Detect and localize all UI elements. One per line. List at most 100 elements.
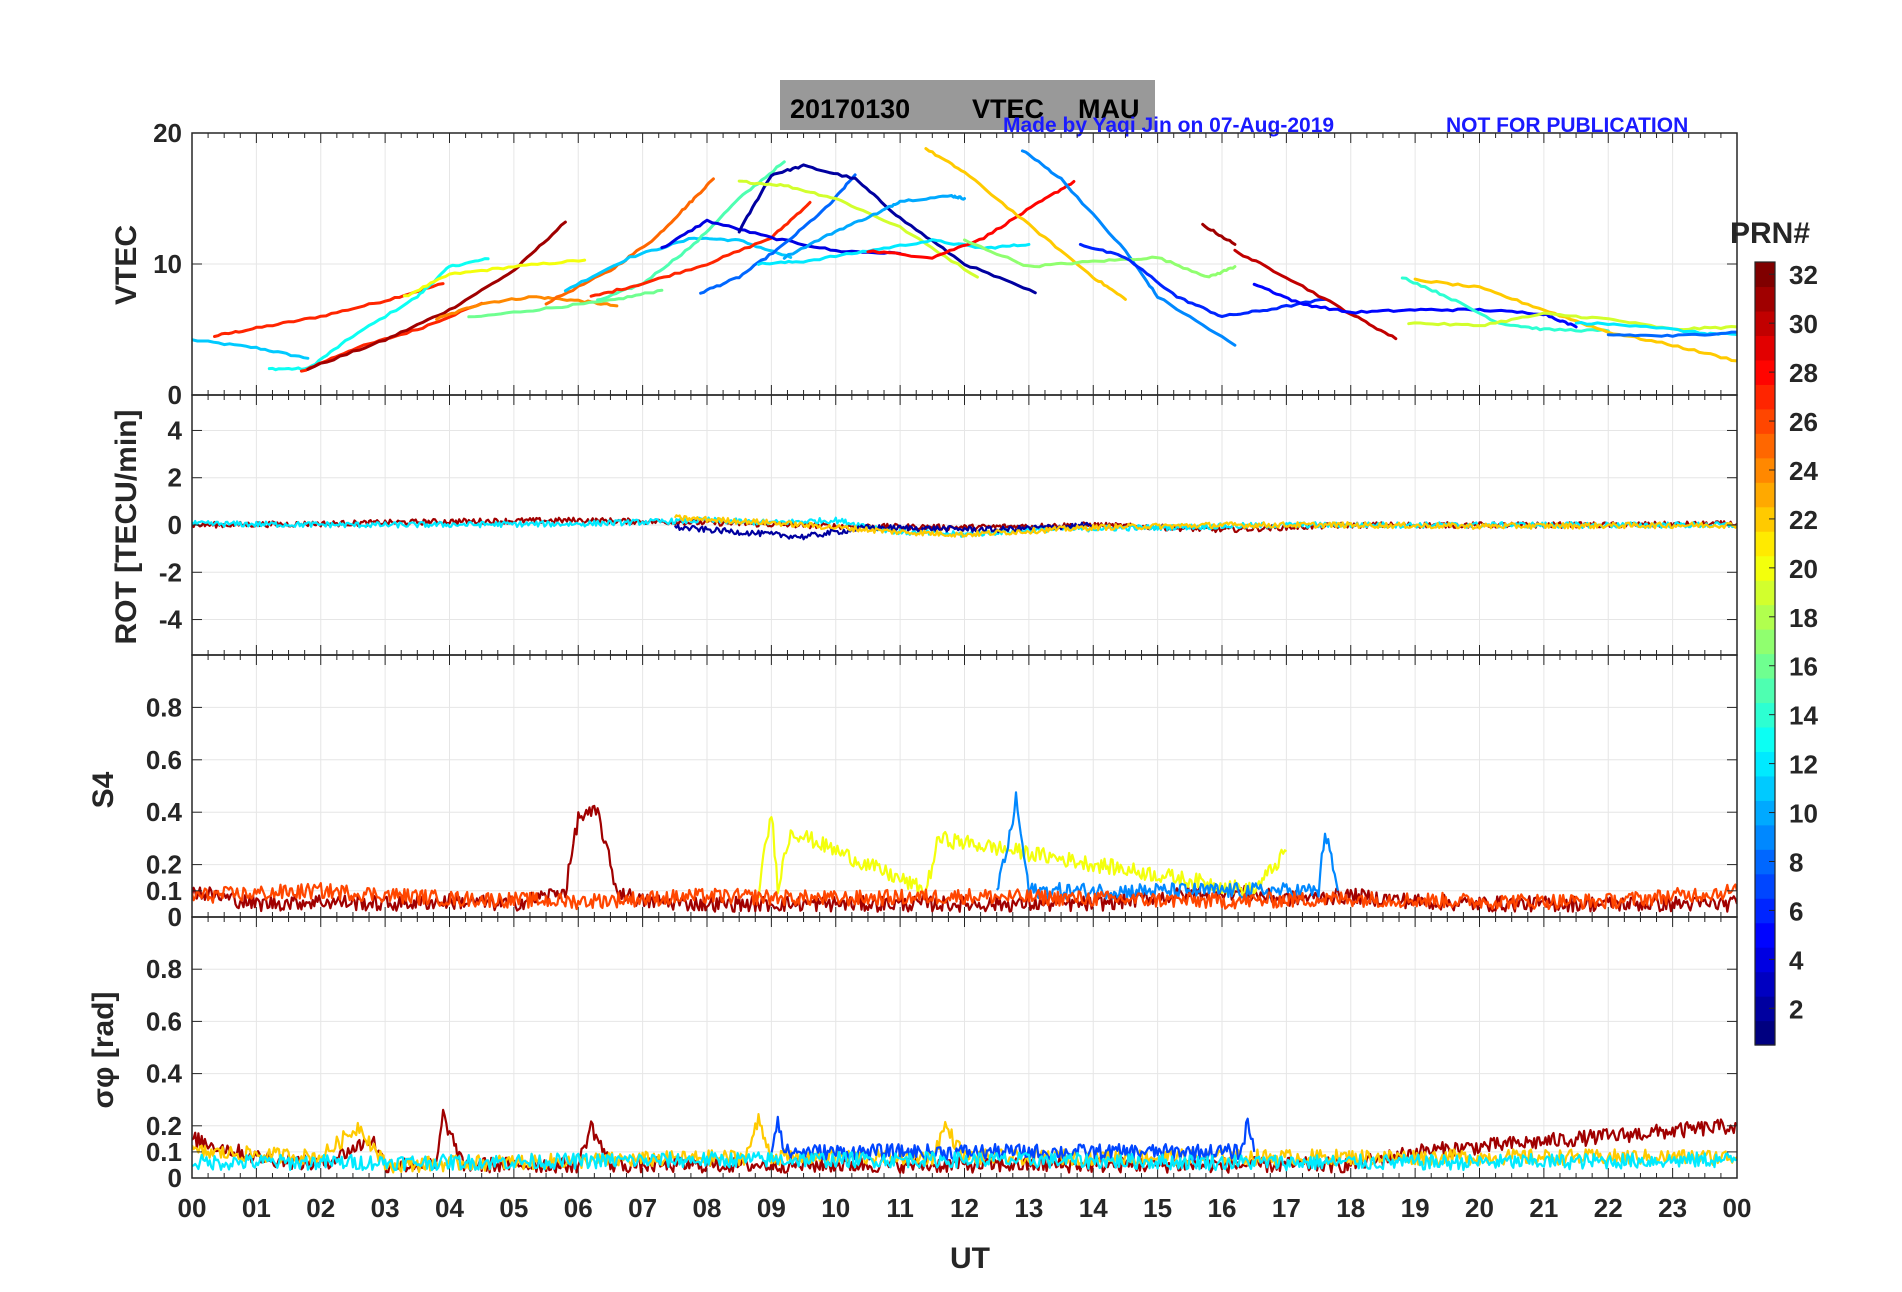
sigma_phi-y-tick-label: 0.4 bbox=[146, 1059, 183, 1089]
vtec-trace-prn-22 bbox=[924, 147, 1127, 301]
title-station: MAU bbox=[1078, 94, 1140, 124]
s4-y-tick-label: 0 bbox=[168, 902, 182, 932]
s4-y-tick-label: 0.1 bbox=[146, 876, 182, 906]
x-tick-label: 21 bbox=[1529, 1193, 1558, 1223]
colorbar-frame bbox=[1754, 261, 1776, 1046]
s4-trace-prn-9 bbox=[995, 791, 1339, 900]
x-tick-label: 20 bbox=[1465, 1193, 1494, 1223]
colorbar-swatch bbox=[1755, 996, 1775, 1022]
vtec-trace-prn-8 bbox=[1606, 330, 1737, 338]
colorbar-swatch bbox=[1755, 873, 1775, 899]
colorbar-swatch bbox=[1755, 898, 1775, 924]
vtec-trace-prn-9 bbox=[1020, 149, 1237, 347]
vtec-trace-prn-28 bbox=[866, 180, 1076, 260]
colorbar-swatch bbox=[1755, 531, 1775, 557]
s4-axis-label: S4 bbox=[87, 771, 120, 808]
rot-y-tick-label: -4 bbox=[159, 605, 183, 635]
colorbar-swatch bbox=[1755, 359, 1775, 385]
colorbar-swatch bbox=[1755, 555, 1775, 581]
colorbar-tick-label: 24 bbox=[1789, 456, 1818, 486]
x-axis-label: UT bbox=[950, 1242, 990, 1275]
colorbar-swatch bbox=[1755, 971, 1775, 997]
colorbar-swatch bbox=[1755, 408, 1775, 434]
x-tick-label: 11 bbox=[886, 1193, 914, 1223]
vtec-y-tick-label: 20 bbox=[153, 118, 182, 148]
colorbar-swatch bbox=[1755, 677, 1775, 704]
vtec-trace-prn-5 bbox=[1252, 282, 1578, 329]
vtec-axis-label: VTEC bbox=[110, 225, 143, 305]
x-tick-label: 23 bbox=[1658, 1193, 1687, 1223]
colorbar-swatch bbox=[1755, 384, 1775, 410]
colorbar-swatch bbox=[1755, 922, 1775, 948]
rot-trace-prn-31 bbox=[192, 516, 1737, 534]
x-tick-label: 07 bbox=[628, 1193, 657, 1223]
title-param: VTEC bbox=[972, 94, 1044, 124]
sigma_phi-trace-prn-12 bbox=[192, 1150, 1737, 1172]
colorbar-swatch bbox=[1755, 433, 1775, 459]
s4-y-tick-label: 0.2 bbox=[146, 850, 182, 880]
colorbar-tick-label: 18 bbox=[1789, 603, 1818, 633]
colorbar-tick-label: 20 bbox=[1789, 554, 1818, 584]
x-tick-label: 00 bbox=[178, 1193, 207, 1223]
x-tick-label: 14 bbox=[1079, 1193, 1108, 1223]
colorbar-swatch bbox=[1755, 262, 1775, 288]
vtec-trace-prn-27 bbox=[589, 200, 812, 298]
x-tick-label: 00 bbox=[1723, 1193, 1752, 1223]
credit-text: Made by Yaqi Jin on 07-Aug-2019 bbox=[1003, 114, 1334, 137]
sigma_phi-y-tick-label: 0.6 bbox=[146, 1006, 182, 1036]
vtec-trace-prn-6 bbox=[1078, 242, 1327, 318]
colorbar-tick-label: 22 bbox=[1789, 505, 1818, 535]
x-tick-label: 22 bbox=[1594, 1193, 1623, 1223]
rot-trace-prn-22 bbox=[673, 514, 1737, 538]
colorbar-tick-label: 26 bbox=[1789, 407, 1818, 437]
sigma_phi-frame bbox=[191, 916, 1738, 1179]
vtec-trace-prn-19 bbox=[737, 179, 979, 279]
colorbar-swatch bbox=[1755, 604, 1775, 630]
sigma_phi-y-tick-label: 0.8 bbox=[146, 954, 182, 984]
s4-y-tick-label: 0.6 bbox=[146, 745, 182, 775]
vtec-trace-prn-8 bbox=[699, 173, 857, 295]
colorbar-swatch bbox=[1755, 482, 1775, 508]
x-tick-label: 16 bbox=[1208, 1193, 1237, 1223]
colorbar-label: PRN# bbox=[1730, 217, 1810, 250]
colorbar-tick-label: 32 bbox=[1789, 260, 1818, 290]
x-tick-label: 01 bbox=[242, 1193, 271, 1223]
colorbar-swatch bbox=[1755, 751, 1775, 777]
title-box bbox=[780, 80, 1155, 130]
vtec-trace-prn-31 bbox=[1201, 222, 1237, 246]
vtec-trace-prn-11 bbox=[192, 338, 310, 360]
colorbar-swatch bbox=[1755, 286, 1775, 312]
sigma_phi-y-tick-label: 0.2 bbox=[146, 1111, 182, 1141]
x-tick-label: 05 bbox=[499, 1193, 528, 1223]
colorbar-tick-label: 30 bbox=[1789, 309, 1818, 339]
colorbar-swatch bbox=[1755, 310, 1775, 337]
title-date: 20170130 bbox=[790, 94, 910, 124]
vtec-trace-prn-16 bbox=[467, 288, 664, 319]
vtec-y-tick-label: 10 bbox=[153, 249, 182, 279]
vtec-trace-prn-4 bbox=[660, 218, 902, 255]
sigma_phi-y-tick-label: 0.1 bbox=[146, 1137, 182, 1167]
vtec-trace-prn-31 bbox=[306, 220, 567, 371]
colorbar-swatch bbox=[1755, 726, 1775, 752]
colorbar-tick-label: 28 bbox=[1789, 358, 1818, 388]
s4-trace-prn-26 bbox=[192, 881, 1737, 911]
rot-axis-label: ROT [TECU/min] bbox=[110, 410, 143, 645]
colorbar-swatch bbox=[1755, 947, 1775, 973]
x-tick-label: 03 bbox=[371, 1193, 400, 1223]
x-tick-label: 09 bbox=[757, 1193, 786, 1223]
vtec-trace-prn-11 bbox=[563, 236, 793, 293]
vtec-y-tick-label: 0 bbox=[168, 380, 182, 410]
x-tick-label: 04 bbox=[435, 1193, 464, 1223]
x-tick-label: 06 bbox=[564, 1193, 593, 1223]
x-tick-label: 12 bbox=[950, 1193, 979, 1223]
colorbar-swatch bbox=[1755, 457, 1775, 483]
colorbar-swatch bbox=[1755, 800, 1775, 826]
colorbar-tick-label: 4 bbox=[1789, 945, 1804, 975]
colorbar-swatch bbox=[1755, 506, 1775, 532]
s4-y-tick-label: 0.4 bbox=[146, 797, 183, 827]
vtec-trace-prn-25 bbox=[544, 177, 715, 306]
colorbar-swatch bbox=[1755, 775, 1775, 801]
rot-y-tick-label: 0 bbox=[168, 510, 182, 540]
rot-y-tick-label: -2 bbox=[159, 557, 182, 587]
